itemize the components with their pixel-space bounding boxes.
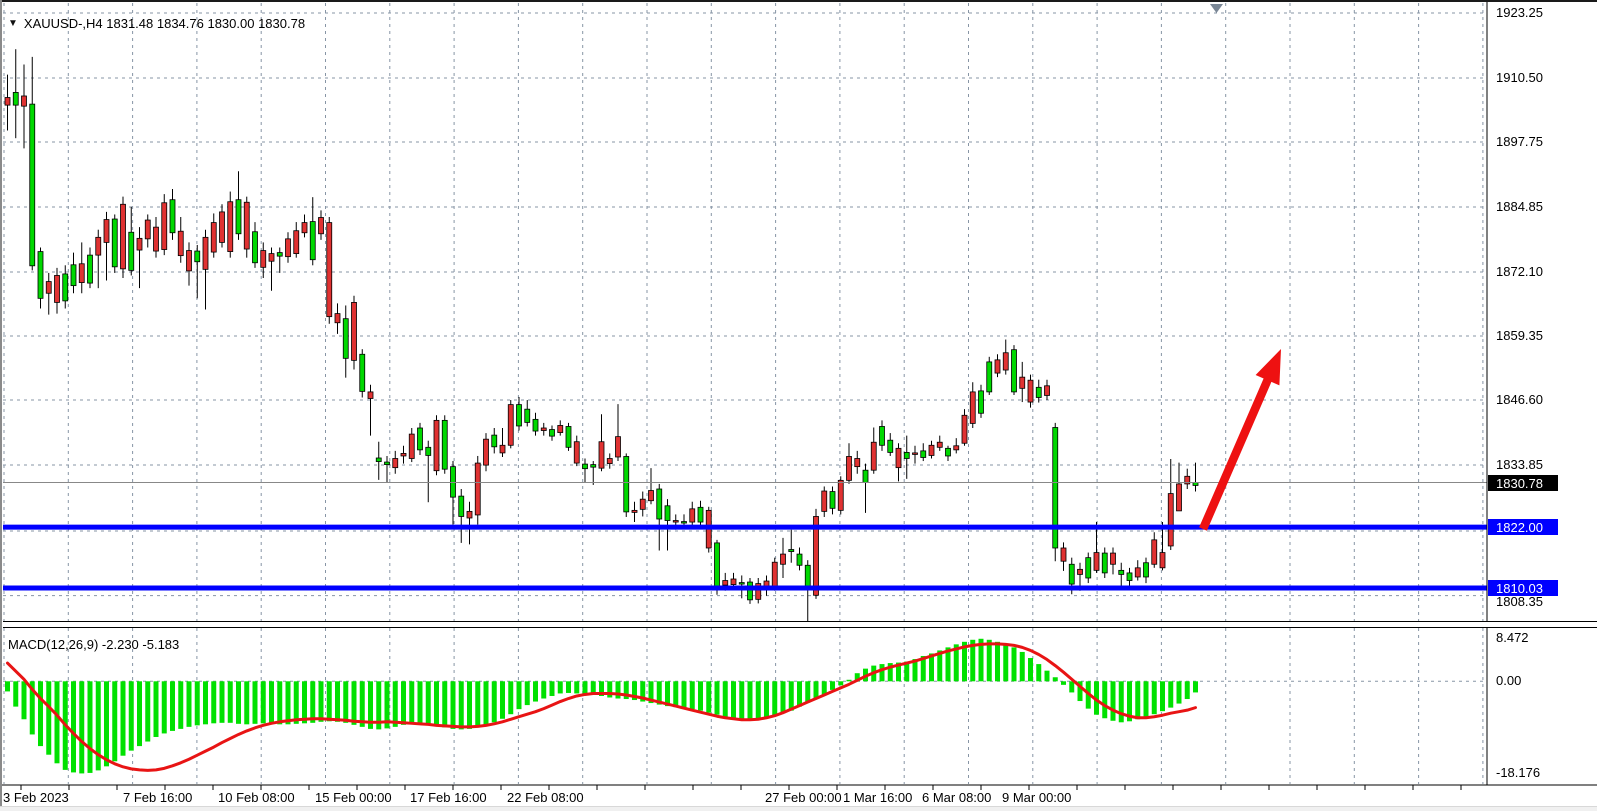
macd-tick-label: 0.00 — [1496, 673, 1522, 688]
macd-indicator-panel[interactable] — [0, 622, 1597, 811]
time-tick-label: 22 Feb 08:00 — [507, 790, 584, 805]
window-bottom-strip — [0, 806, 1597, 811]
price-tick-label: 1872.10 — [1496, 264, 1543, 279]
support-line-price-box: 1822.00 — [1488, 519, 1558, 535]
price-tick-label: 1923.25 — [1496, 5, 1543, 20]
macd-grid-lines — [3, 628, 1487, 784]
time-tick-label: 15 Feb 00:00 — [315, 790, 392, 805]
macd-signal-line — [6, 642, 1197, 772]
time-tick-label: 9 Mar 00:00 — [1002, 790, 1072, 805]
price-tick-label: 1846.60 — [1496, 392, 1543, 407]
symbol-dropdown-icon[interactable]: ▼ — [8, 17, 18, 29]
symbol-ohlc-text: XAUUSD-,H4 1831.48 1834.76 1830.00 1830.… — [23, 16, 306, 31]
price-tick-label: 1859.35 — [1496, 328, 1543, 343]
price-tick-label: 1897.75 — [1496, 134, 1543, 149]
price-tick-label-partial: 1808.35 — [1496, 594, 1543, 609]
candlesticks — [4, 49, 1199, 622]
ohlc-header: ▼ XAUUSD-,H4 1831.48 1834.76 1830.00 183… — [8, 16, 305, 31]
price-tick-label: 1833.85 — [1496, 457, 1543, 472]
grid-lines — [3, 3, 1487, 621]
time-tick-label: 6 Mar 08:00 — [922, 790, 992, 805]
support-line-price-box: 1810.03 — [1488, 580, 1558, 596]
trend-arrow-annotation[interactable] — [1199, 349, 1281, 531]
time-tick-label: 17 Feb 16:00 — [410, 790, 487, 805]
macd-histogram — [5, 638, 1198, 774]
time-tick-label: 1 Mar 16:00 — [843, 790, 913, 805]
macd-tick-label: -18.176 — [1496, 765, 1541, 780]
time-axis-ticks — [20, 785, 1462, 790]
support-resistance-lines[interactable] — [3, 524, 1487, 591]
price-tick-label: 1884.85 — [1496, 199, 1543, 214]
macd-tick-label: 8.472 — [1496, 630, 1529, 645]
time-tick-label: 10 Feb 08:00 — [218, 790, 295, 805]
macd-header: MACD(12,26,9) -2.230 -5.183 — [8, 637, 180, 652]
window-top-border — [0, 0, 1597, 2]
time-tick-label: 3 Feb 2023 — [3, 790, 69, 805]
price-chart-panel[interactable] — [0, 0, 1597, 622]
chart-shift-marker[interactable] — [1210, 4, 1223, 13]
time-tick-label: 7 Feb 16:00 — [123, 790, 193, 805]
current-price-box: 1830.78 — [1488, 475, 1558, 491]
time-tick-label: 27 Feb 00:00 — [765, 790, 842, 805]
price-tick-label: 1910.50 — [1496, 70, 1543, 85]
window-left-border — [0, 0, 2, 811]
